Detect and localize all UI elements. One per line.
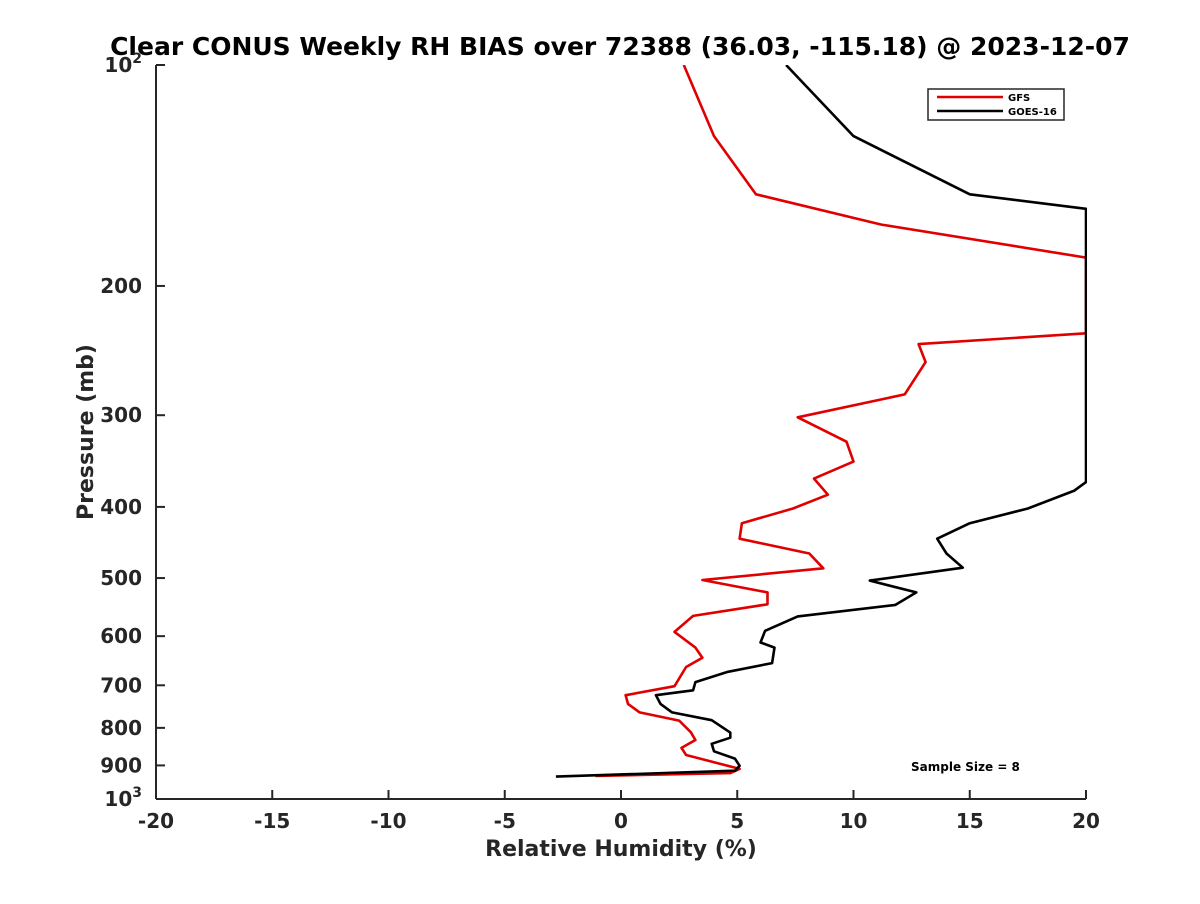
plot-background: [156, 65, 1086, 799]
x-tick-label: -20: [138, 809, 174, 833]
x-tick-label: -10: [370, 809, 406, 833]
x-axis: -20 -15 -10 -5 0 5 10 15 20: [138, 790, 1100, 833]
y-tick-label-exponent: 3: [132, 785, 142, 801]
sample-size-annotation: Sample Size = 8: [911, 760, 1020, 774]
chart-title: Clear CONUS Weekly RH BIAS over 72388 (3…: [110, 32, 1130, 61]
y-tick-label: 600: [100, 624, 142, 648]
y-tick-label: 900: [100, 753, 142, 777]
x-tick-label: 10: [840, 809, 868, 833]
y-tick-label: 800: [100, 716, 142, 740]
x-tick-label: 20: [1072, 809, 1100, 833]
legend: GFS GOES-16: [927, 88, 1065, 121]
y-tick-label-base: 10: [104, 53, 132, 77]
x-tick-label: 5: [730, 809, 744, 833]
series-layer: [555, 65, 1087, 778]
x-tick-label: -15: [254, 809, 290, 833]
plot-area: -20 -15 -10 -5 0 5 10 15 20 10220030040050060070…: [100, 51, 1100, 833]
goes16-series-line: [555, 65, 1087, 778]
y-tick-label-power: 102: [104, 51, 142, 77]
legend-label-gfs: GFS: [1008, 93, 1030, 104]
x-tick-label: 0: [614, 809, 628, 833]
x-tick-label: 15: [956, 809, 984, 833]
x-tick-label: -5: [494, 809, 516, 833]
y-tick-label: 700: [100, 673, 142, 697]
y-tick-label-base: 10: [104, 787, 132, 811]
y-tick-label: 500: [100, 566, 142, 590]
y-tick-label: 200: [100, 274, 142, 298]
y-tick-label: 300: [100, 403, 142, 427]
legend-box: [927, 88, 1065, 121]
y-tick-label-power: 103: [104, 785, 142, 811]
y-tick-label-exponent: 2: [132, 51, 142, 67]
gfs-series-line: [595, 65, 1087, 778]
y-axis-label: Pressure (mb): [74, 344, 99, 520]
x-axis-label: Relative Humidity (%): [485, 837, 757, 862]
legend-label-goes16: GOES-16: [1008, 107, 1057, 118]
y-tick-label: 400: [100, 495, 142, 519]
